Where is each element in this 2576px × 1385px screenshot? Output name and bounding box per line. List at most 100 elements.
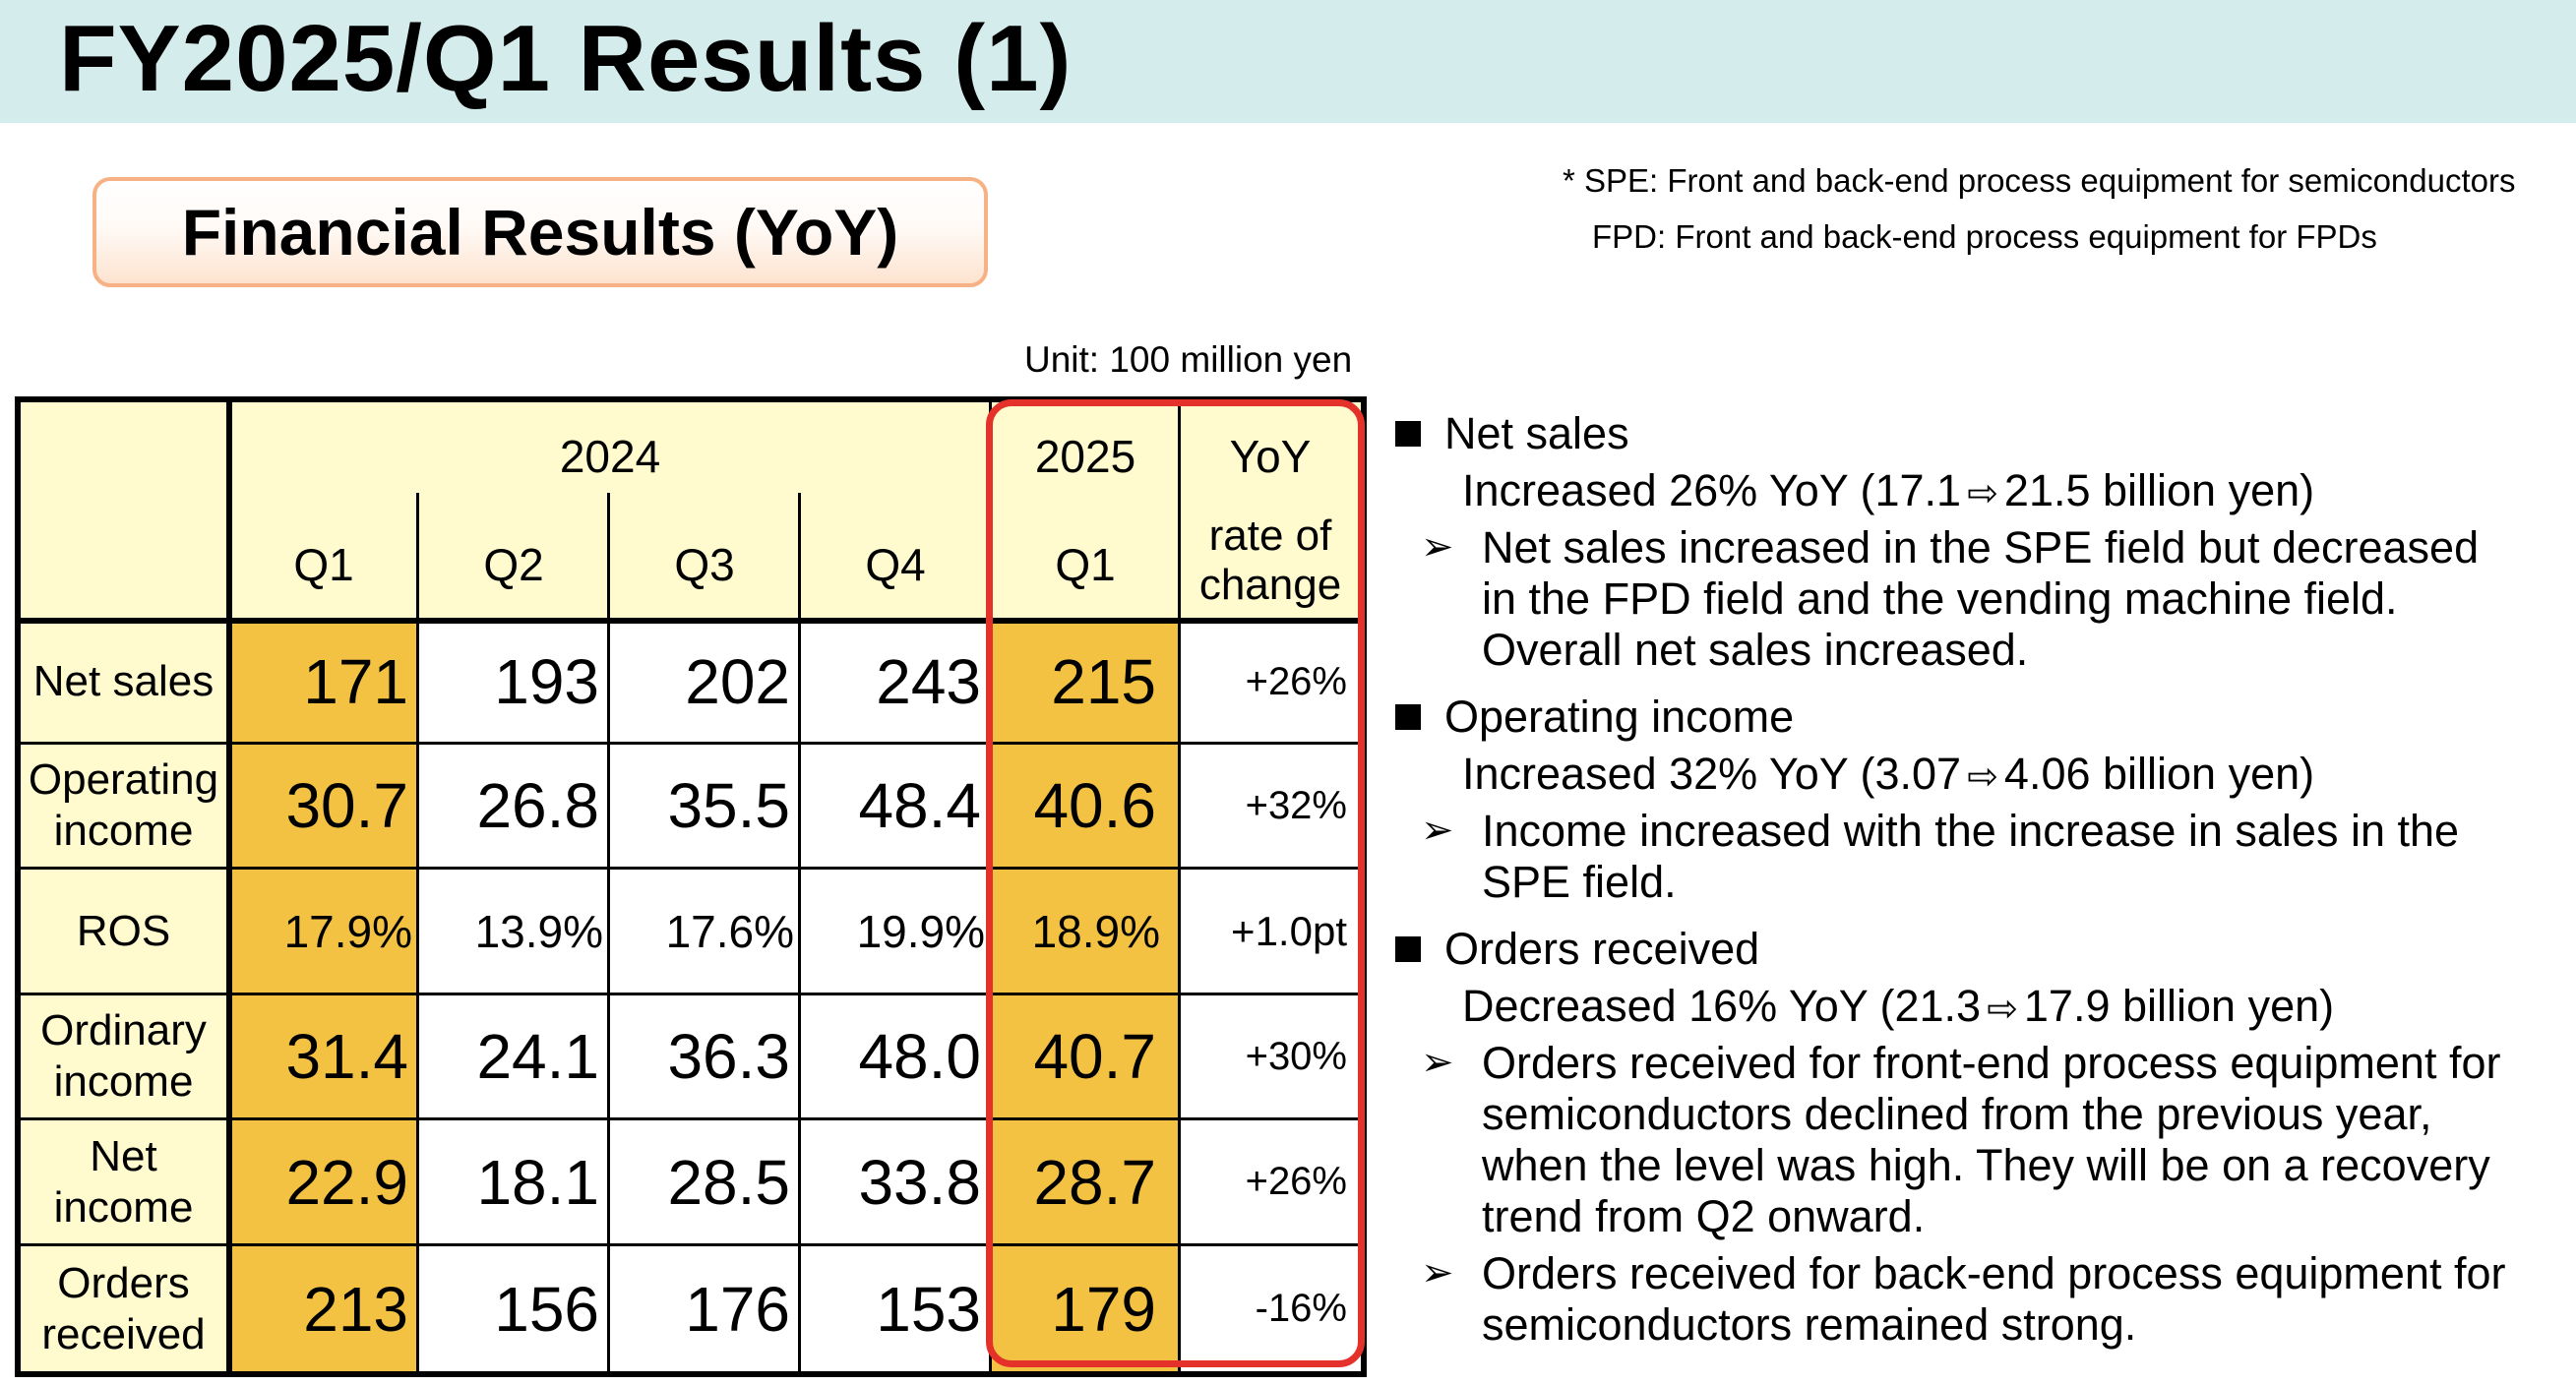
square-bullet-icon [1395,936,1421,962]
divider [226,402,232,1371]
table-cell-2025: 179 [1051,1273,1156,1345]
quarter-header: Q4 [865,539,926,590]
divider [21,742,1361,745]
detail-line: in the FPD field and the vending machine… [1482,573,2398,624]
bullet-title: Operating income [1444,692,1795,742]
table-cell: 28.5 [667,1146,790,1218]
detail-line: Orders received for front-end process eq… [1482,1038,2501,1088]
quarter-header: Q1 [293,539,354,590]
unit-label: Unit: 100 million yen [1024,339,1353,380]
square-bullet-icon [1395,421,1421,447]
table-cell: 48.4 [858,770,981,841]
divider [607,493,610,1371]
summary-net-sales: Increased 26% YoY (17.1 ⇨ 21.5 billion yen… [1462,465,2314,519]
table-cell: 30.7 [285,770,408,841]
section-badge: Financial Results (YoY) [92,177,988,287]
detail-line: semiconductors remained strong. [1482,1299,2137,1350]
table-cell: 243 [876,646,981,717]
row-label-operating-income: Operating income [28,755,219,855]
table-cell-2025: 40.6 [1033,770,1156,841]
row-label-ordinary-income: Ordinary income [40,1006,207,1106]
quarter-header: Q1 [1055,539,1116,590]
detail-line: semiconductors declined from the previou… [1482,1089,2432,1139]
title-bar: FY2025/Q1 Results (1) [0,0,2576,123]
table-cell: 31.4 [285,1021,408,1092]
page-title: FY2025/Q1 Results (1) [59,6,1073,111]
arrow-right-icon: ⇨ [1967,756,1998,798]
note-spe: * SPE: Front and back-end process equipm… [1563,162,2516,199]
chevron-bullet-icon: ➢ [1421,525,1454,569]
table-cell: 17.6% [665,905,794,957]
divider [21,993,1361,995]
detail-line: Income increased with the increase in sa… [1482,806,2460,856]
table-cell: 153 [876,1273,981,1345]
yoy-cell: +32% [1245,783,1347,827]
summary-operating-income: Increased 32% YoY (3.07 ⇨ 4.06 billion yen… [1462,749,2314,803]
table-cell: 19.9% [856,905,985,957]
detail-line: SPE field. [1482,857,1677,907]
summary-text: Decreased 16% YoY (21.3 [1462,981,1982,1031]
detail-line: Orders received for back-end process equ… [1482,1248,2506,1298]
chevron-bullet-icon: ➢ [1421,1251,1454,1295]
quarter-header: Q3 [674,539,735,590]
summary-text: Increased 26% YoY (17.1 [1462,465,1962,515]
chevron-bullet-icon: ➢ [1421,809,1454,852]
divider [21,1243,1361,1246]
square-bullet-icon [1395,704,1421,730]
yoy-cell: -16% [1255,1287,1347,1330]
year-2025-header: 2025 [1034,431,1136,482]
yoy-cell: +26% [1245,1160,1347,1203]
table-cell: 36.3 [667,1021,790,1092]
arrow-right-icon: ⇨ [1967,473,1998,514]
table-cell: 176 [685,1273,790,1345]
table-cell-2025: 215 [1051,646,1156,717]
row-label-net-income: Net income [53,1131,194,1232]
bullet-operating-income: Operating income [1395,692,1794,743]
table-cell: 213 [303,1273,408,1345]
detail-line: trend from Q2 onward. [1482,1191,1926,1241]
chevron-bullet-icon: ➢ [1421,1041,1454,1084]
table-cell: 13.9% [474,905,603,957]
year-2024-header: 2024 [559,431,661,482]
divider [21,1117,1361,1120]
arrow-right-icon: ⇨ [1987,989,2018,1030]
table-cell: 18.1 [476,1146,599,1218]
quarter-header: Q2 [483,539,544,590]
summary-text: 21.5 billion yen) [2003,465,2315,515]
bullet-net-sales: Net sales [1395,408,1629,459]
divider [1178,402,1181,1371]
table-cell: 33.8 [858,1146,981,1218]
table-cell: 26.8 [476,770,599,841]
summary-orders-received: Decreased 16% YoY (21.3 ⇨ 17.9 billion yen… [1462,981,2334,1035]
yoy-cell: +1.0pt [1231,907,1347,954]
table-header-bg [21,402,1361,621]
summary-text: Increased 32% YoY (3.07 [1462,749,1962,799]
table-cell: 156 [494,1273,599,1345]
divider [798,493,801,1371]
note-fpd: FPD: Front and back-end process equipmen… [1592,218,2377,255]
table-cell: 22.9 [285,1146,408,1218]
summary-text: 4.06 billion yen) [2003,749,2315,799]
row-label-net-sales: Net sales [32,657,215,705]
row-label-ros: ROS [76,906,171,955]
table-cell: 171 [303,646,408,717]
bullet-orders-received: Orders received [1395,924,1759,975]
yoy-header: YoY [1229,431,1312,482]
table-cell: 193 [494,646,599,717]
detail-line: Net sales increased in the SPE field but… [1482,522,2480,572]
divider [21,618,1361,624]
table-cell: 24.1 [476,1021,599,1092]
table-cell: 48.0 [858,1021,981,1092]
divider [21,867,1361,870]
yoy-cell: +30% [1245,1034,1347,1078]
divider [416,493,419,1371]
detail-line: when the level was high. They will be on… [1482,1140,2490,1190]
detail-line: Overall net sales increased. [1482,625,2029,675]
yoy-cell: +26% [1245,659,1347,703]
rate-of-change-header: rate of change [1198,512,1342,609]
table-cell: 35.5 [667,770,790,841]
row-label-orders-received: Orders received [41,1258,206,1358]
table-cell: 17.9% [283,905,412,957]
table-cell-2025: 28.7 [1033,1146,1156,1218]
summary-text: 17.9 billion yen) [2023,981,2335,1031]
